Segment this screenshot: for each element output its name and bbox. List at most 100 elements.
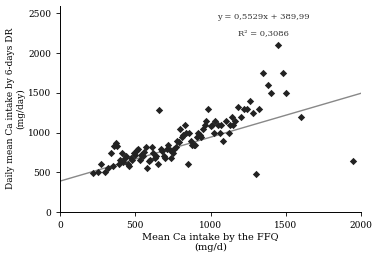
- Point: [241, 107, 247, 111]
- Point: [235, 105, 241, 109]
- Point: [180, 133, 186, 137]
- Point: [144, 166, 150, 171]
- Point: [138, 153, 144, 157]
- Point: [260, 71, 266, 75]
- Point: [90, 171, 96, 175]
- Y-axis label: Daily mean Ca intake by 6-days DR
(mg/day): Daily mean Ca intake by 6-days DR (mg/da…: [6, 28, 25, 189]
- Point: [153, 155, 160, 159]
- Point: [253, 172, 259, 176]
- Point: [177, 127, 183, 131]
- Point: [194, 135, 200, 139]
- Point: [120, 160, 126, 164]
- Point: [156, 108, 163, 112]
- Point: [280, 71, 286, 75]
- Point: [211, 131, 217, 135]
- Point: [116, 162, 122, 166]
- Point: [117, 158, 123, 163]
- Point: [200, 127, 206, 131]
- Point: [232, 119, 238, 123]
- Point: [198, 135, 204, 139]
- Point: [128, 156, 134, 160]
- Point: [246, 99, 253, 103]
- Point: [176, 140, 182, 144]
- Point: [140, 155, 146, 159]
- Point: [188, 139, 194, 143]
- Point: [209, 123, 215, 127]
- Point: [182, 123, 188, 127]
- Point: [197, 133, 203, 137]
- Point: [195, 131, 201, 135]
- Point: [230, 123, 236, 127]
- Point: [163, 156, 169, 160]
- Point: [134, 148, 140, 152]
- Text: y = 0,5529x + 389,99: y = 0,5529x + 389,99: [217, 13, 310, 21]
- Point: [141, 150, 147, 154]
- Point: [227, 123, 233, 127]
- Point: [164, 147, 170, 151]
- Point: [161, 155, 167, 159]
- Point: [201, 123, 208, 127]
- Point: [131, 150, 137, 155]
- Point: [170, 150, 176, 155]
- Point: [149, 145, 155, 149]
- Point: [152, 156, 158, 160]
- Point: [185, 162, 191, 166]
- Point: [220, 139, 226, 143]
- Point: [160, 149, 166, 153]
- Point: [114, 144, 120, 148]
- Point: [105, 166, 111, 171]
- Point: [158, 147, 164, 151]
- Point: [265, 83, 271, 87]
- Point: [212, 119, 218, 123]
- Point: [102, 170, 108, 174]
- Point: [155, 162, 161, 166]
- Point: [94, 170, 101, 174]
- Text: R² = 0,3086: R² = 0,3086: [238, 29, 289, 37]
- Point: [147, 158, 153, 162]
- Point: [108, 150, 114, 155]
- Point: [208, 124, 214, 128]
- Point: [150, 150, 156, 155]
- Point: [168, 156, 174, 160]
- Point: [189, 142, 195, 147]
- X-axis label: Mean Ca intake by the FFQ
(mg/d): Mean Ca intake by the FFQ (mg/d): [142, 233, 279, 252]
- Point: [171, 147, 177, 151]
- Point: [350, 159, 356, 163]
- Point: [298, 115, 304, 119]
- Point: [192, 142, 198, 147]
- Point: [123, 155, 129, 159]
- Point: [165, 142, 171, 147]
- Point: [122, 156, 128, 160]
- Point: [146, 159, 152, 163]
- Point: [167, 148, 173, 152]
- Point: [98, 162, 104, 166]
- Point: [217, 131, 223, 135]
- Point: [203, 119, 209, 123]
- Point: [137, 158, 143, 163]
- Point: [243, 107, 249, 111]
- Point: [135, 147, 141, 151]
- Point: [275, 43, 281, 47]
- Point: [183, 131, 189, 135]
- Point: [129, 158, 135, 163]
- Point: [204, 107, 211, 111]
- Point: [218, 123, 224, 127]
- Point: [111, 144, 117, 148]
- Point: [268, 91, 274, 95]
- Point: [223, 119, 229, 123]
- Point: [125, 162, 131, 166]
- Point: [226, 131, 232, 135]
- Point: [174, 139, 180, 143]
- Point: [110, 164, 116, 168]
- Point: [215, 123, 221, 127]
- Point: [119, 150, 125, 155]
- Point: [283, 91, 289, 95]
- Point: [113, 141, 119, 145]
- Point: [191, 142, 197, 147]
- Point: [256, 107, 262, 111]
- Point: [238, 115, 244, 119]
- Point: [143, 145, 149, 149]
- Point: [186, 131, 192, 135]
- Point: [126, 164, 132, 168]
- Point: [229, 115, 235, 119]
